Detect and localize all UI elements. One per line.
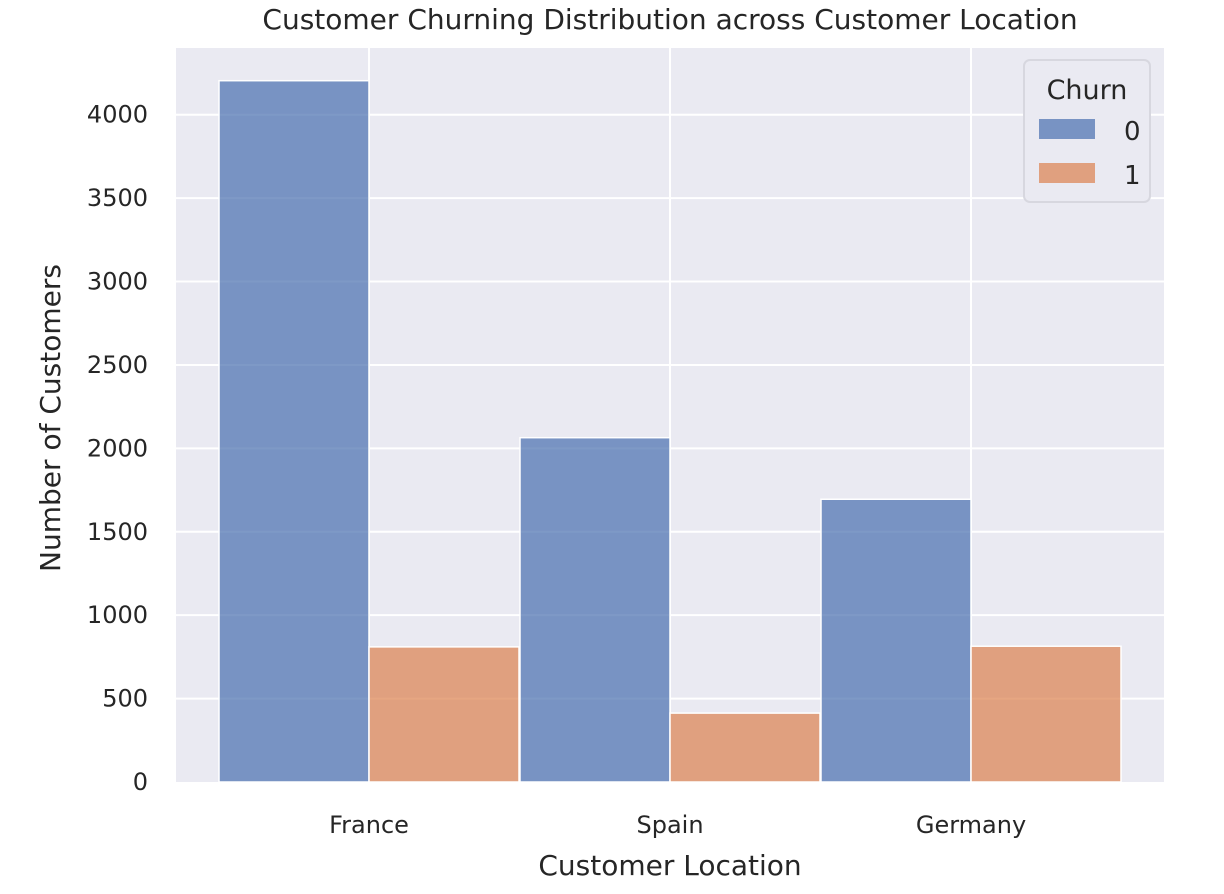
y-tick-label: 0 bbox=[133, 768, 148, 796]
x-ticks-layer: France Spain Germany bbox=[329, 811, 1026, 839]
y-tick-label: 1000 bbox=[87, 601, 148, 629]
y-tick-label: 1500 bbox=[87, 518, 148, 546]
bar-0-germany bbox=[820, 498, 972, 783]
x-axis-label: Customer Location bbox=[538, 849, 801, 882]
bar-0-france bbox=[218, 79, 370, 783]
y-tick-label: 3000 bbox=[87, 268, 148, 296]
legend-title: Churn bbox=[1047, 75, 1128, 106]
legend-swatch-0 bbox=[1039, 119, 1095, 139]
x-tick-label: Spain bbox=[636, 811, 703, 839]
bar-1-spain bbox=[669, 712, 821, 783]
y-ticks-layer: 0 500 1000 1500 2000 2500 3000 3500 4000 bbox=[87, 101, 148, 796]
legend-label-0: 0 bbox=[1124, 117, 1141, 147]
y-tick-label: 3500 bbox=[87, 184, 148, 212]
x-tick-label: France bbox=[329, 811, 409, 839]
legend: Churn 0 1 bbox=[1023, 59, 1151, 203]
y-tick-label: 4000 bbox=[87, 101, 148, 129]
bars-layer bbox=[218, 79, 1122, 783]
bar-1-france bbox=[368, 646, 520, 783]
chart-title: Customer Churning Distribution across Cu… bbox=[262, 3, 1077, 36]
legend-swatch-1 bbox=[1039, 163, 1095, 183]
bar-0-spain bbox=[519, 436, 671, 783]
x-tick-label: Germany bbox=[916, 811, 1026, 839]
bar-1-germany bbox=[970, 645, 1122, 783]
y-tick-label: 2000 bbox=[87, 434, 148, 462]
legend-label-1: 1 bbox=[1124, 161, 1141, 191]
y-tick-label: 2500 bbox=[87, 351, 148, 379]
y-tick-label: 500 bbox=[102, 685, 148, 713]
y-axis-label: Number of Customers bbox=[34, 264, 67, 572]
